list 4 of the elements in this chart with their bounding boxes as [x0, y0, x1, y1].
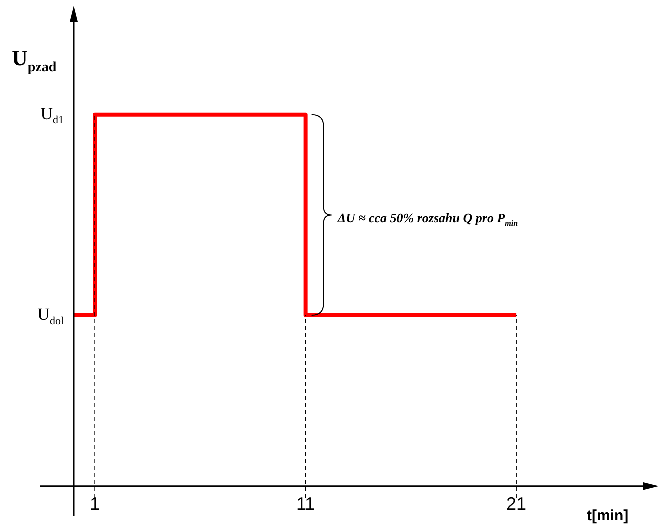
x-tick-label: 21: [506, 494, 527, 514]
x-axis-title: t[min]: [587, 508, 629, 525]
x-tick-label: 11: [296, 494, 316, 514]
x-tick-label: 1: [90, 494, 100, 514]
